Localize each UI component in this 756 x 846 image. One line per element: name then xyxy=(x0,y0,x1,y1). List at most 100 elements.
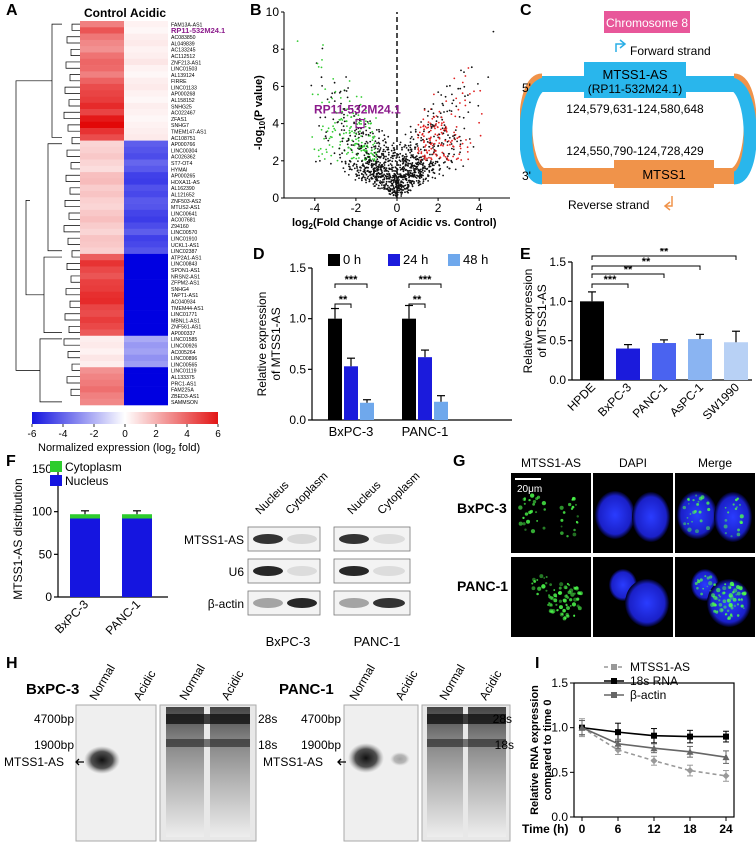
y-tick: 50 xyxy=(39,547,53,561)
heat-cell-control xyxy=(80,115,124,123)
volcano-point xyxy=(367,155,369,158)
blot-band xyxy=(287,598,317,608)
volcano-point xyxy=(373,163,376,166)
volcano-point xyxy=(356,123,359,126)
panel-letter-h: H xyxy=(6,655,18,672)
volcano-point xyxy=(459,145,461,148)
volcano-point xyxy=(446,157,449,160)
volcano-point xyxy=(371,130,374,133)
sig-bracket xyxy=(334,303,352,308)
volcano-point xyxy=(296,40,299,42)
volcano-point xyxy=(454,168,457,171)
volcano-point xyxy=(357,171,360,174)
fluor-dot xyxy=(734,507,738,511)
gene-label: AC022467 xyxy=(171,111,196,117)
volcano-point xyxy=(422,124,425,127)
volcano-point xyxy=(354,142,357,145)
volcano-ytick: 10 xyxy=(266,5,280,19)
volcano-point xyxy=(365,181,367,184)
fluor-dot xyxy=(570,592,575,597)
y-tick: 1.0 xyxy=(551,721,568,735)
volcano-point xyxy=(403,146,406,148)
volcano-point xyxy=(357,114,360,117)
volcano-point xyxy=(432,112,435,115)
volcano-point xyxy=(397,153,400,156)
volcano-point xyxy=(384,168,387,171)
blot-column: Cytoplasm xyxy=(376,470,423,517)
gene-label: FAM225A xyxy=(171,388,194,394)
gene-label: LINC01910 xyxy=(171,237,197,243)
marker xyxy=(687,733,693,740)
volcano-point xyxy=(441,142,443,144)
volcano-point xyxy=(477,83,479,85)
volcano-point xyxy=(346,140,348,143)
volcano-point xyxy=(356,167,358,169)
volcano-point xyxy=(357,143,360,146)
volcano-point xyxy=(442,174,444,177)
volcano-point xyxy=(408,176,410,179)
blot-band xyxy=(373,534,405,544)
volcano-point xyxy=(464,75,467,77)
volcano-point xyxy=(441,122,443,125)
volcano-point xyxy=(359,130,361,133)
legend-label: 48 h xyxy=(463,252,488,267)
blot-band xyxy=(339,566,369,576)
volcano-point xyxy=(401,159,404,162)
heat-cell-control xyxy=(80,360,124,368)
panel-c-schematic: Chromosome 8 Forward strand MTSS1-AS (RP… xyxy=(520,11,756,212)
volcano-point xyxy=(345,120,348,123)
fluor-dot xyxy=(695,529,699,534)
volcano-point xyxy=(412,167,415,169)
y-tick: 0 xyxy=(45,590,52,604)
volcano-point xyxy=(344,170,346,173)
volcano-point xyxy=(452,99,455,102)
volcano-point xyxy=(377,156,380,158)
heat-cell-acidic xyxy=(124,247,168,255)
gene-label: AC112512 xyxy=(171,54,195,60)
heat-cell-control xyxy=(80,335,124,343)
fluor-dot xyxy=(524,528,527,531)
volcano-point xyxy=(414,128,417,131)
volcano-point xyxy=(430,160,432,163)
volcano-point xyxy=(393,174,395,177)
volcano-point xyxy=(434,150,436,153)
heat-cell-control xyxy=(80,342,124,349)
volcano-point xyxy=(428,171,431,173)
volcano-point xyxy=(443,124,446,126)
volcano-point xyxy=(343,89,346,92)
volcano-point xyxy=(440,124,443,127)
fluor-dot xyxy=(518,505,523,510)
volcano-point xyxy=(364,157,366,159)
gene-label: AL133375 xyxy=(171,375,195,381)
fluor-dot xyxy=(548,595,551,599)
fluor-dot xyxy=(740,604,744,608)
volcano-point xyxy=(362,149,365,152)
h-target-label: MTSS1-AS xyxy=(263,755,323,769)
volcano-point xyxy=(415,166,418,169)
fluor-dot xyxy=(542,526,546,530)
heat-cell-control xyxy=(80,58,124,66)
volcano-point xyxy=(342,132,345,135)
volcano-point xyxy=(343,129,346,132)
volcano-point xyxy=(430,127,433,129)
heat-cell-control xyxy=(80,379,124,387)
volcano-point xyxy=(403,156,406,158)
heat-cell-control xyxy=(80,279,124,286)
heat-cell-control xyxy=(80,172,124,179)
volcano-point xyxy=(395,190,398,192)
fluor-dot xyxy=(562,608,566,613)
heat-cell-control xyxy=(80,203,124,211)
fluor-dot xyxy=(716,587,721,593)
heat-cell-control xyxy=(80,140,124,148)
mtss1-as-label: MTSS1-AS xyxy=(602,67,667,82)
bar-24h-BxPC-3 xyxy=(344,366,358,420)
fluor-dot xyxy=(566,614,570,618)
volcano-point xyxy=(417,179,420,182)
volcano-point xyxy=(410,167,413,169)
blot-band xyxy=(253,598,283,608)
colorbar xyxy=(32,412,218,424)
volcano-point xyxy=(377,141,380,144)
heat-cell-acidic xyxy=(124,140,168,148)
volcano-point xyxy=(414,156,417,159)
volcano-point xyxy=(334,90,337,93)
